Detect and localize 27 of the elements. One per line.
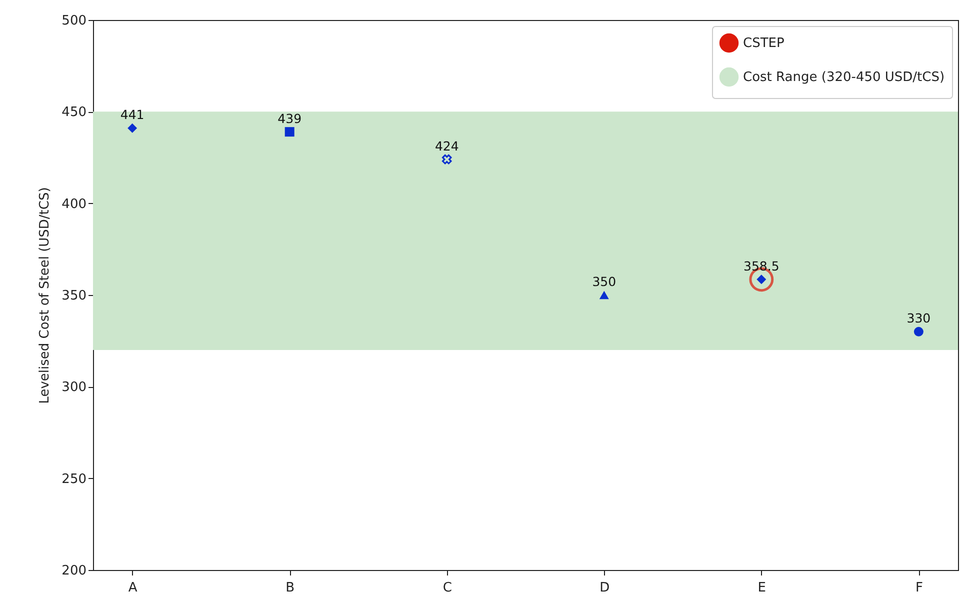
y-tick-label: 250 [62, 472, 86, 487]
x-tick-label: A [128, 580, 138, 596]
data-label: 441 [120, 107, 144, 122]
data-label: 350 [592, 274, 616, 289]
data-label: 439 [278, 110, 302, 126]
x-tick-label: D [600, 580, 610, 596]
x-tick-label: E [758, 580, 766, 596]
x-tick-label: C [442, 580, 452, 596]
y-tick-label: 200 [62, 564, 86, 578]
legend-label: Cost Range (320-450 USD/tCS) [743, 70, 945, 85]
data-label: 424 [434, 138, 459, 154]
y-tick-label: 300 [62, 380, 86, 396]
y-tick-label: 500 [62, 14, 86, 28]
y-tick-label: 450 [62, 105, 86, 120]
y-tick-label: 400 [62, 196, 86, 212]
point [442, 154, 452, 164]
point [128, 123, 138, 133]
legend-label: CSTEP [743, 36, 784, 51]
point [284, 127, 294, 137]
y-axis-title: Levelised Cost of Steel (USD/tCS) [38, 187, 53, 404]
point [599, 290, 609, 300]
data-label: 358.5 [744, 258, 780, 274]
x-tick-label: B [286, 580, 295, 596]
point [914, 326, 924, 336]
y-tick-label: 350 [62, 288, 86, 304]
data-label: 330 [906, 310, 931, 326]
x-tick-label: F [915, 580, 923, 596]
